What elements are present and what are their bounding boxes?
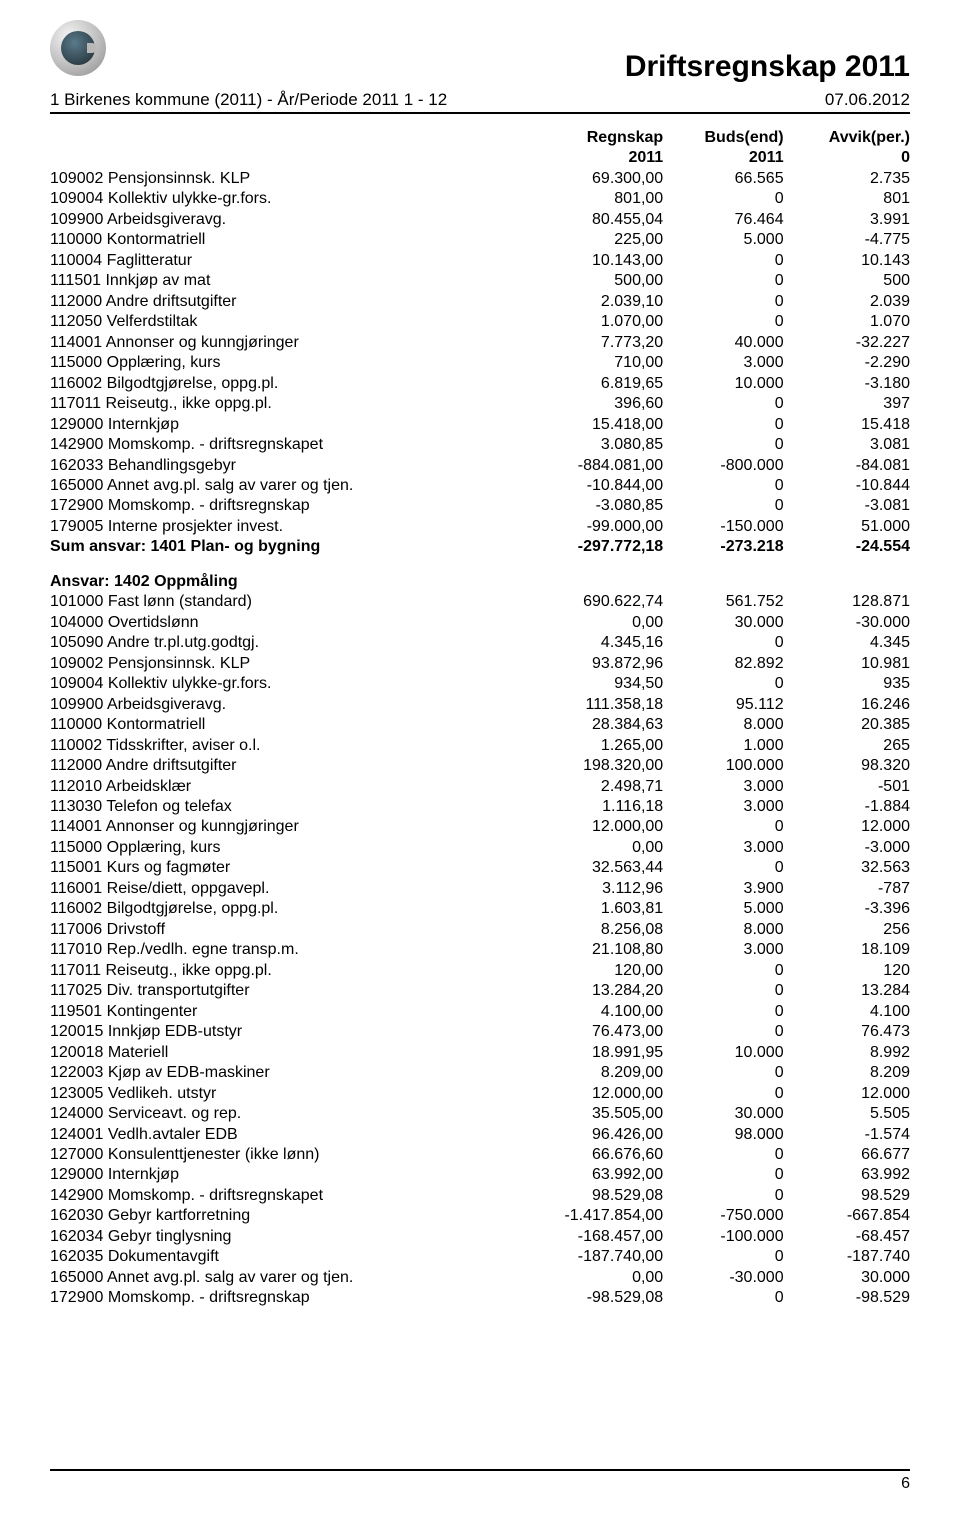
table-row: 109900 Arbeidsgiveravg.80.455,0476.4643.… [50, 210, 910, 230]
subhead-left: 1 Birkenes kommune (2011) - År/Periode 2… [50, 90, 447, 110]
page-footer: 6 [50, 1469, 910, 1493]
table-row: 124001 Vedlh.avtaler EDB96.426,0098.000-… [50, 1125, 910, 1145]
table-row: 112000 Andre driftsutgifter2.039,1002.03… [50, 292, 910, 312]
table-row: 105090 Andre tr.pl.utg.godtgj.4.345,1604… [50, 633, 910, 653]
table-row: 122003 Kjøp av EDB-maskiner8.209,0008.20… [50, 1063, 910, 1083]
table-row: 112050 Velferdstiltak1.070,0001.070 [50, 312, 910, 332]
table-row: 117006 Drivstoff8.256,088.000256 [50, 920, 910, 940]
table-row: 115000 Opplæring, kurs0,003.000-3.000 [50, 838, 910, 858]
table-row: 112010 Arbeidsklær2.498,713.000-501 [50, 777, 910, 797]
table-row: 117011 Reiseutg., ikke oppg.pl.396,60039… [50, 394, 910, 414]
table-row: 114001 Annonser og kunngjøringer12.000,0… [50, 817, 910, 837]
table-row: 117011 Reiseutg., ikke oppg.pl.120,00012… [50, 961, 910, 981]
table-row: 109004 Kollektiv ulykke-gr.fors.801,0008… [50, 189, 910, 209]
table-row: 109002 Pensjonsinnsk. KLP93.872,9682.892… [50, 654, 910, 674]
column-header-1: Regnskap Buds(end) Avvik(per.) [50, 128, 910, 148]
table-row: 162034 Gebyr tinglysning-168.457,00-100.… [50, 1227, 910, 1247]
table-row: 124000 Serviceavt. og rep.35.505,0030.00… [50, 1104, 910, 1124]
table-row: 162030 Gebyr kartforretning-1.417.854,00… [50, 1206, 910, 1226]
table-row: 110000 Kontormatriell225,005.000-4.775 [50, 230, 910, 250]
table-row: 127000 Konsulenttjenester (ikke lønn)66.… [50, 1145, 910, 1165]
table-row: 165000 Annet avg.pl. salg av varer og tj… [50, 476, 910, 496]
table-row: 110000 Kontormatriell28.384,638.00020.38… [50, 715, 910, 735]
table-row: 117010 Rep./vedlh. egne transp.m.21.108,… [50, 940, 910, 960]
table-row: 114001 Annonser og kunngjøringer7.773,20… [50, 333, 910, 353]
table-row: 172900 Momskomp. - driftsregnskap-98.529… [50, 1288, 910, 1308]
report-table: Regnskap Buds(end) Avvik(per.) 2011 2011… [50, 128, 910, 1309]
column-header-2: 2011 2011 0 [50, 148, 910, 168]
section-header-2: Ansvar: 1402 Oppmåling [50, 558, 910, 592]
table-row: 172900 Momskomp. - driftsregnskap-3.080,… [50, 496, 910, 516]
table-row: 123005 Vedlikeh. utstyr12.000,00012.000 [50, 1084, 910, 1104]
table-row: 112000 Andre driftsutgifter198.320,00100… [50, 756, 910, 776]
table-row: 110002 Tidsskrifter, aviser o.l.1.265,00… [50, 736, 910, 756]
table-row: 104000 Overtidslønn0,0030.000-30.000 [50, 613, 910, 633]
table-row: 129000 Internkjøp15.418,00015.418 [50, 415, 910, 435]
table-row: 115000 Opplæring, kurs710,003.000-2.290 [50, 353, 910, 373]
sum-row-1: Sum ansvar: 1401 Plan- og bygning -297.7… [50, 537, 910, 557]
table-row: 101000 Fast lønn (standard)690.622,74561… [50, 592, 910, 612]
table-row: 109002 Pensjonsinnsk. KLP69.300,0066.565… [50, 169, 910, 189]
table-row: 119501 Kontingenter4.100,0004.100 [50, 1002, 910, 1022]
table-row: 109900 Arbeidsgiveravg.111.358,1895.1121… [50, 695, 910, 715]
table-row: 115001 Kurs og fagmøter32.563,44032.563 [50, 858, 910, 878]
table-row: 116001 Reise/diett, oppgavepl.3.112,963.… [50, 879, 910, 899]
table-row: 142900 Momskomp. - driftsregnskapet3.080… [50, 435, 910, 455]
table-row: 109004 Kollektiv ulykke-gr.fors.934,5009… [50, 674, 910, 694]
table-row: 142900 Momskomp. - driftsregnskapet98.52… [50, 1186, 910, 1206]
table-row: 162035 Dokumentavgift-187.740,000-187.74… [50, 1247, 910, 1267]
table-row: 111501 Innkjøp av mat500,000500 [50, 271, 910, 291]
table-row: 116002 Bilgodtgjørelse, oppg.pl.6.819,65… [50, 374, 910, 394]
table-row: 117025 Div. transportutgifter13.284,2001… [50, 981, 910, 1001]
table-row: 179005 Interne prosjekter invest.-99.000… [50, 517, 910, 537]
table-row: 120018 Materiell18.991,9510.0008.992 [50, 1043, 910, 1063]
table-row: 129000 Internkjøp63.992,00063.992 [50, 1165, 910, 1185]
table-row: 165000 Annet avg.pl. salg av varer og tj… [50, 1268, 910, 1288]
page-number: 6 [901, 1475, 910, 1492]
table-row: 113030 Telefon og telefax1.116,183.000-1… [50, 797, 910, 817]
table-row: 162033 Behandlingsgebyr-884.081,00-800.0… [50, 456, 910, 476]
table-row: 110004 Faglitteratur10.143,00010.143 [50, 251, 910, 271]
table-row: 116002 Bilgodtgjørelse, oppg.pl.1.603,81… [50, 899, 910, 919]
page-title: Driftsregnskap 2011 [50, 50, 910, 84]
subhead-right: 07.06.2012 [825, 90, 910, 110]
subheader: 1 Birkenes kommune (2011) - År/Periode 2… [50, 90, 910, 114]
table-row: 120015 Innkjøp EDB-utstyr76.473,00076.47… [50, 1022, 910, 1042]
